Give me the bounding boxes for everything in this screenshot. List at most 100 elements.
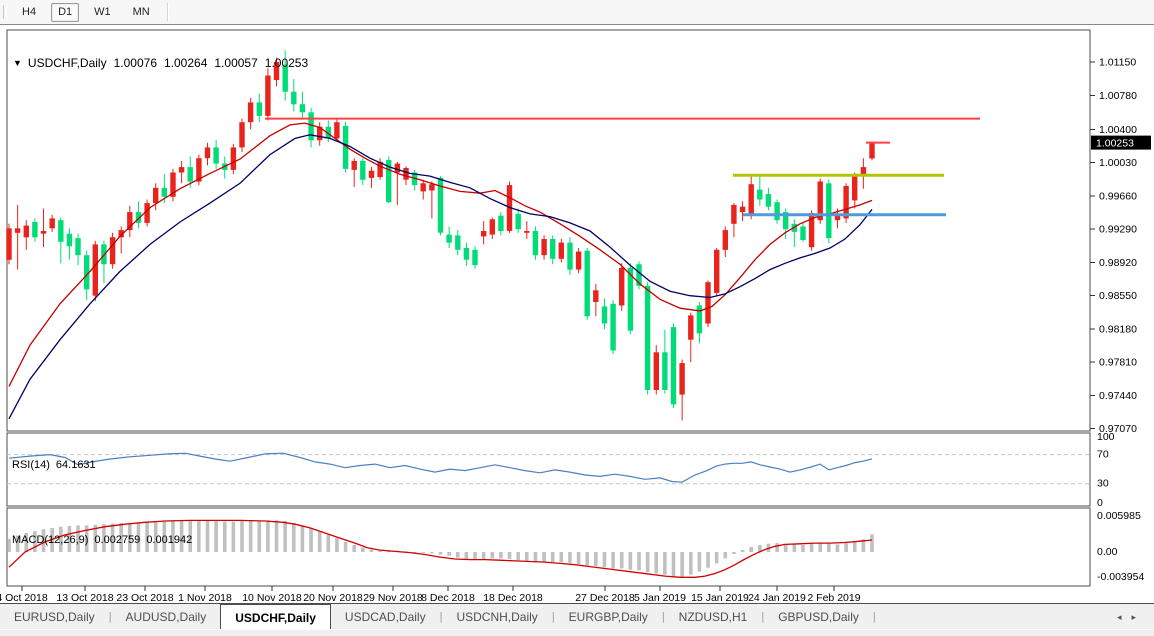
tab-scroll-right-icon[interactable]: ▸ [1131,611,1136,622]
symbol-tab[interactable]: USDCHF,Daily [220,603,331,630]
timeframe-button-d1[interactable]: D1 [51,2,80,22]
date-tick-label: 5 Jan 2019 [634,592,686,604]
timeframe-button-w1[interactable]: W1 [94,5,111,18]
timeframe-button-mn[interactable]: MN [132,5,150,18]
macd-bar [801,545,805,552]
macd-bar [464,552,469,559]
candle-body [325,126,331,139]
symbol-tab[interactable]: AUDUSD,Daily [125,610,207,624]
candle-body [282,64,288,92]
candle-body [6,228,12,260]
price-tick-label: 0.97440 [1099,390,1137,402]
candle-body [636,264,642,286]
macd-bar [697,552,702,572]
macd-bar [628,552,633,570]
candle [688,312,694,363]
candle-body [118,230,124,238]
tab-separator: | [551,611,555,623]
macd-bar [15,535,20,552]
macd-bar [7,538,11,552]
date-tick-label: 10 Nov 2018 [242,592,302,604]
candle [765,187,772,211]
rsi-tick-label: 30 [1097,478,1109,490]
candle [153,183,159,211]
candle [377,158,383,180]
candle-body [170,172,176,197]
macd-bar [809,543,814,552]
candle [575,248,582,274]
candle [481,221,487,245]
symbol-tab[interactable]: GBPUSD,Daily [778,610,859,624]
chart-canvas[interactable]: 1.01150 1.00780 1.00400 1.00030 0.99660 0.992… [0,24,1154,635]
macd-bar [783,543,788,552]
timeframe-button-h4[interactable]: H4 [22,5,37,18]
candle-body [662,352,668,390]
tab-scroll-left-icon[interactable]: ◂ [1116,611,1122,622]
ohlc-low: 1.00057 [214,56,258,70]
macd-bar [749,546,753,552]
date-tick-label: 8 Dec 2018 [421,592,475,604]
price-tick-label: 0.99660 [1099,190,1137,202]
macd-bar [378,550,382,552]
candle [420,179,426,200]
candle [869,141,875,161]
macd-bar [110,523,115,552]
symbol-tab[interactable]: EURGBP,Daily [568,610,648,624]
candle-body [610,303,616,351]
chart-dropdown-icon[interactable]: ▼ [13,58,22,68]
rsi-pane[interactable] [6,432,1091,507]
macd-bar [153,521,158,552]
macd-bar [740,550,745,552]
candle-body [429,184,435,191]
macd-bar [533,552,538,562]
macd-bar [343,541,348,552]
candle-body [808,213,815,248]
candle-body [23,225,29,238]
rsi-value: 64.1631 [55,459,96,471]
candle [610,300,616,355]
macd-bar [645,552,650,573]
candle-body [644,285,651,390]
symbol-tab[interactable]: USDCNH,Daily [456,610,538,624]
macd-bar [507,552,512,559]
macd-bar [619,552,624,569]
candle-body [84,255,90,290]
candle [619,263,625,311]
macd-bar [775,543,779,552]
candle-body [498,215,504,231]
macd-bar [386,551,391,553]
date-tick-label: 29 Nov 2018 [363,592,423,604]
price-pane[interactable] [6,29,1091,432]
candle-body [757,189,763,200]
candle [532,226,539,260]
candle [731,203,737,238]
candle-body [541,239,547,256]
candle-body [239,122,245,148]
symbol-tab[interactable]: EURUSD,Daily [14,610,95,624]
candle [386,156,392,204]
price-tick-label: 0.98550 [1099,290,1137,302]
candle [118,226,124,254]
macd-bar [585,552,590,566]
symbol-tab[interactable]: NZDUSD,H1 [678,610,748,624]
macd-bar [136,522,141,552]
macd-bar [706,552,710,568]
symbol-tab-strip: EURUSD,Daily | AUDUSD,Daily USDCHF,Daily … [0,603,1154,630]
macd-bar [309,528,313,552]
macd-pane[interactable] [6,507,1091,587]
candle-body [265,75,271,116]
candle-body [386,160,392,203]
candle-body [800,226,806,240]
macd-bar [654,552,659,574]
macd-tick-label: 0.005985 [1097,510,1141,522]
macd-bar [93,524,98,552]
candle-body [66,233,73,247]
candle [178,160,185,184]
symbol-tab[interactable]: USDCAD,Daily [344,610,426,624]
macd-bar [499,552,503,559]
price-tick-label: 0.98180 [1099,323,1137,335]
candle-body [817,181,823,221]
rsi-tick-label: 70 [1097,449,1109,461]
candle-body [783,212,789,230]
toolbar-grip[interactable] [3,5,7,19]
